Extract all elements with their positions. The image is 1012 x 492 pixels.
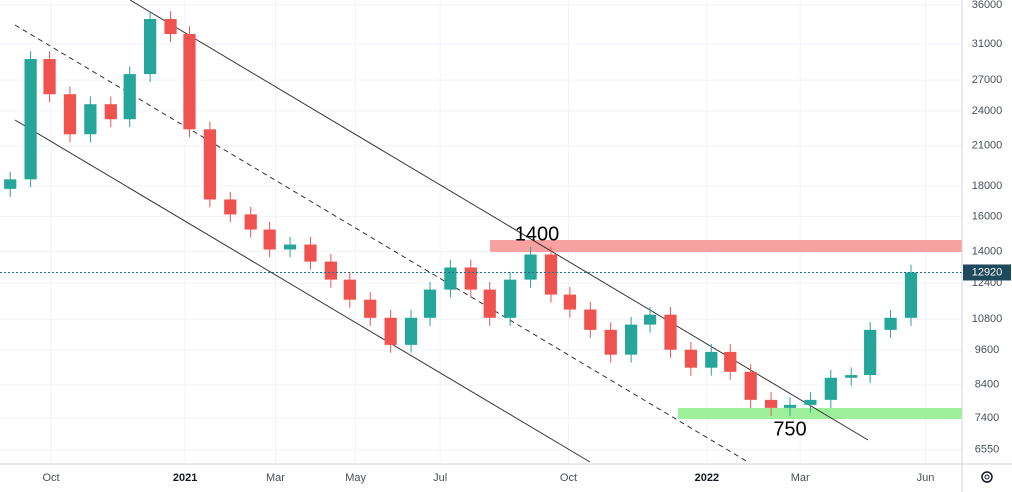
last-price-label: 12920	[972, 266, 1003, 278]
candle-body	[744, 371, 757, 400]
candle-body	[123, 74, 136, 120]
x-tick-label: Mar	[791, 472, 810, 484]
candle-body	[845, 375, 858, 378]
candle-body	[183, 34, 196, 130]
y-tick-label: 8400	[975, 379, 999, 391]
candle-body	[423, 289, 437, 318]
support-zone	[678, 408, 962, 419]
candle-body	[643, 314, 657, 325]
candle-body	[684, 349, 698, 368]
candle-body	[483, 289, 496, 318]
x-tick-label: 2022	[695, 472, 719, 484]
candle-body	[304, 244, 317, 262]
x-tick-label: Oct	[560, 472, 577, 484]
candle-body	[224, 199, 237, 215]
y-tick-label: 21000	[972, 140, 1003, 152]
channel-upper	[129, 0, 869, 441]
candle-body	[563, 294, 577, 310]
candle-body	[604, 329, 617, 355]
channel-mid	[14, 24, 749, 463]
y-tick-label: 9600	[975, 344, 999, 356]
candle-body	[384, 317, 397, 345]
x-tick-label: 2021	[173, 472, 197, 484]
candle-body	[164, 19, 177, 35]
y-tick-label: 36000	[972, 0, 1003, 11]
candle-body	[364, 299, 377, 318]
candle-body	[343, 279, 356, 300]
candle-body	[544, 254, 558, 295]
x-tick-label: Jul	[433, 472, 447, 484]
y-tick-label: 16000	[972, 211, 1003, 223]
x-tick-label: May	[345, 472, 366, 484]
candle-body	[824, 377, 837, 400]
candle-body	[404, 317, 418, 345]
candle-body	[783, 404, 797, 408]
candle-body	[705, 351, 718, 368]
candle-body	[804, 399, 817, 405]
candle-body	[864, 329, 877, 376]
candle-body	[104, 104, 117, 120]
candle-body	[904, 272, 918, 318]
x-tick-label: Jun	[917, 472, 935, 484]
candle-body	[724, 351, 737, 372]
candle-body	[764, 399, 778, 408]
last-price-box	[963, 264, 1011, 281]
y-tick-label: 7400	[975, 412, 999, 424]
candle-body	[63, 94, 77, 135]
candle-body	[203, 129, 217, 200]
candle-body	[324, 261, 337, 280]
gear[interactable]	[981, 471, 993, 483]
candle-body	[444, 267, 457, 290]
candle-body	[24, 59, 37, 180]
y-tick-label: 24000	[972, 105, 1003, 117]
gear-center[interactable]	[984, 474, 990, 480]
y-tick-label: 18000	[972, 180, 1003, 192]
grid	[0, 0, 962, 464]
candle-body	[144, 19, 157, 75]
y-tick-label: 10800	[972, 313, 1003, 325]
candle-body	[263, 229, 276, 250]
y-tick-label: 14000	[972, 245, 1003, 257]
settings-icon[interactable]	[981, 471, 993, 483]
candle-body	[884, 317, 897, 330]
annotation: 750	[773, 418, 806, 440]
candles	[4, 11, 918, 416]
candle-body	[625, 324, 638, 355]
candle-body	[283, 244, 297, 250]
annotation: 1400	[515, 223, 560, 245]
x-tick-label: Mar	[266, 472, 285, 484]
y-tick-label: 27000	[972, 74, 1003, 86]
candle-body	[464, 267, 477, 290]
x-tick-label: Oct	[42, 472, 59, 484]
y-tick-label: 6550	[975, 444, 999, 456]
candle-body	[244, 214, 257, 230]
candle-body	[84, 104, 97, 135]
candle-body	[43, 59, 56, 95]
y-tick-label: 31000	[972, 38, 1003, 50]
candle-body	[584, 309, 597, 330]
channel-lower	[14, 119, 591, 463]
candle-body	[4, 179, 17, 189]
candle-body	[524, 254, 537, 280]
candle-body	[664, 314, 677, 350]
resistance-zone	[490, 240, 962, 252]
candle-body	[504, 279, 517, 318]
